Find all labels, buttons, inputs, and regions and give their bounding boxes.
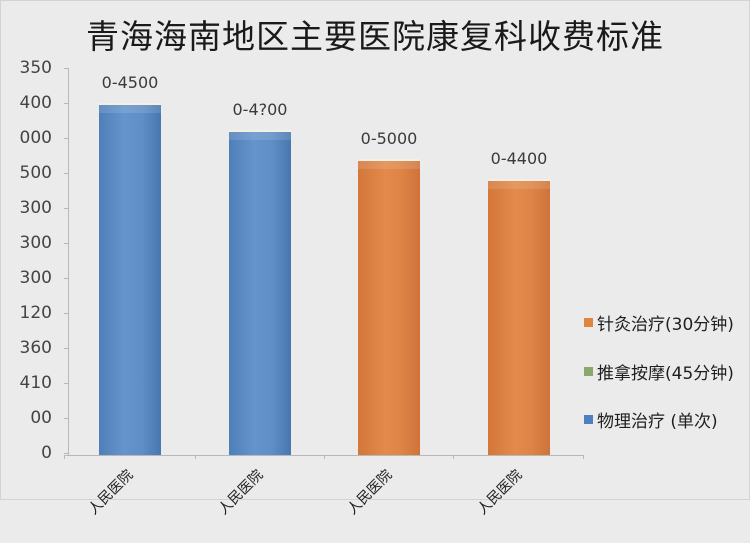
- x-tick-mark: [64, 455, 65, 459]
- y-tick-label: 000: [19, 128, 52, 148]
- y-tick-label: 300: [19, 268, 52, 288]
- y-tick-mark: [64, 278, 68, 279]
- y-tick-mark: [64, 208, 68, 209]
- bar-3[interactable]: [358, 159, 420, 455]
- legend-label: 针灸治疗(30分钟): [597, 314, 734, 335]
- y-tick-mark: [64, 383, 68, 384]
- legend-swatch-icon: [584, 366, 593, 376]
- y-tick-label: 300: [19, 198, 52, 218]
- y-tick-mark: [64, 103, 68, 104]
- x-tick-mark: [324, 455, 325, 459]
- y-tick-mark: [64, 68, 68, 69]
- bar-2[interactable]: [229, 130, 291, 455]
- y-tick-label: 410: [19, 373, 52, 393]
- data-label: 0-4400: [490, 149, 548, 168]
- bar-4[interactable]: [488, 179, 550, 455]
- data-label: 0-5000: [360, 129, 418, 148]
- legend-item[interactable]: 推拿按摩(45分钟): [584, 360, 734, 384]
- bar-highlight: [358, 161, 420, 169]
- data-label: 0-4500: [101, 73, 159, 92]
- legend-label: 物理治疗 (单次): [597, 411, 718, 432]
- x-tick-mark: [195, 455, 196, 459]
- legend-swatch-icon: [584, 317, 593, 327]
- y-tick-label: 350: [19, 58, 52, 78]
- legend-item[interactable]: 物理治疗 (单次): [584, 408, 718, 432]
- y-tick-mark: [64, 348, 68, 349]
- y-tick-mark: [64, 243, 68, 244]
- y-tick-label: 300: [19, 233, 52, 253]
- x-tick-mark: [453, 455, 454, 459]
- legend-item[interactable]: 针灸治疗(30分钟): [584, 311, 734, 335]
- y-tick-label: 0: [41, 443, 52, 463]
- legend-label: 推拿按摩(45分钟): [597, 363, 734, 384]
- y-tick-label: 120: [19, 303, 52, 323]
- y-tick-mark: [64, 138, 68, 139]
- bar-highlight: [229, 132, 291, 140]
- data-label: 0-4?00: [232, 100, 288, 119]
- y-tick-label: 360: [19, 338, 52, 358]
- chart-title: 青海海南地区主要医院康复科收费标准: [86, 17, 664, 56]
- y-tick-mark: [64, 418, 68, 419]
- y-tick-label: 00: [30, 408, 52, 428]
- y-tick-mark: [64, 313, 68, 314]
- bar-1[interactable]: [99, 103, 161, 455]
- legend-swatch-icon: [584, 414, 593, 424]
- bar-highlight: [488, 181, 550, 189]
- y-axis-line: [68, 68, 69, 456]
- bar-highlight: [99, 105, 161, 113]
- y-tick-mark: [64, 173, 68, 174]
- y-tick-label: 500: [19, 163, 52, 183]
- x-tick-mark: [583, 455, 584, 459]
- y-tick-mark: [64, 453, 68, 454]
- y-tick-label: 400: [19, 93, 52, 113]
